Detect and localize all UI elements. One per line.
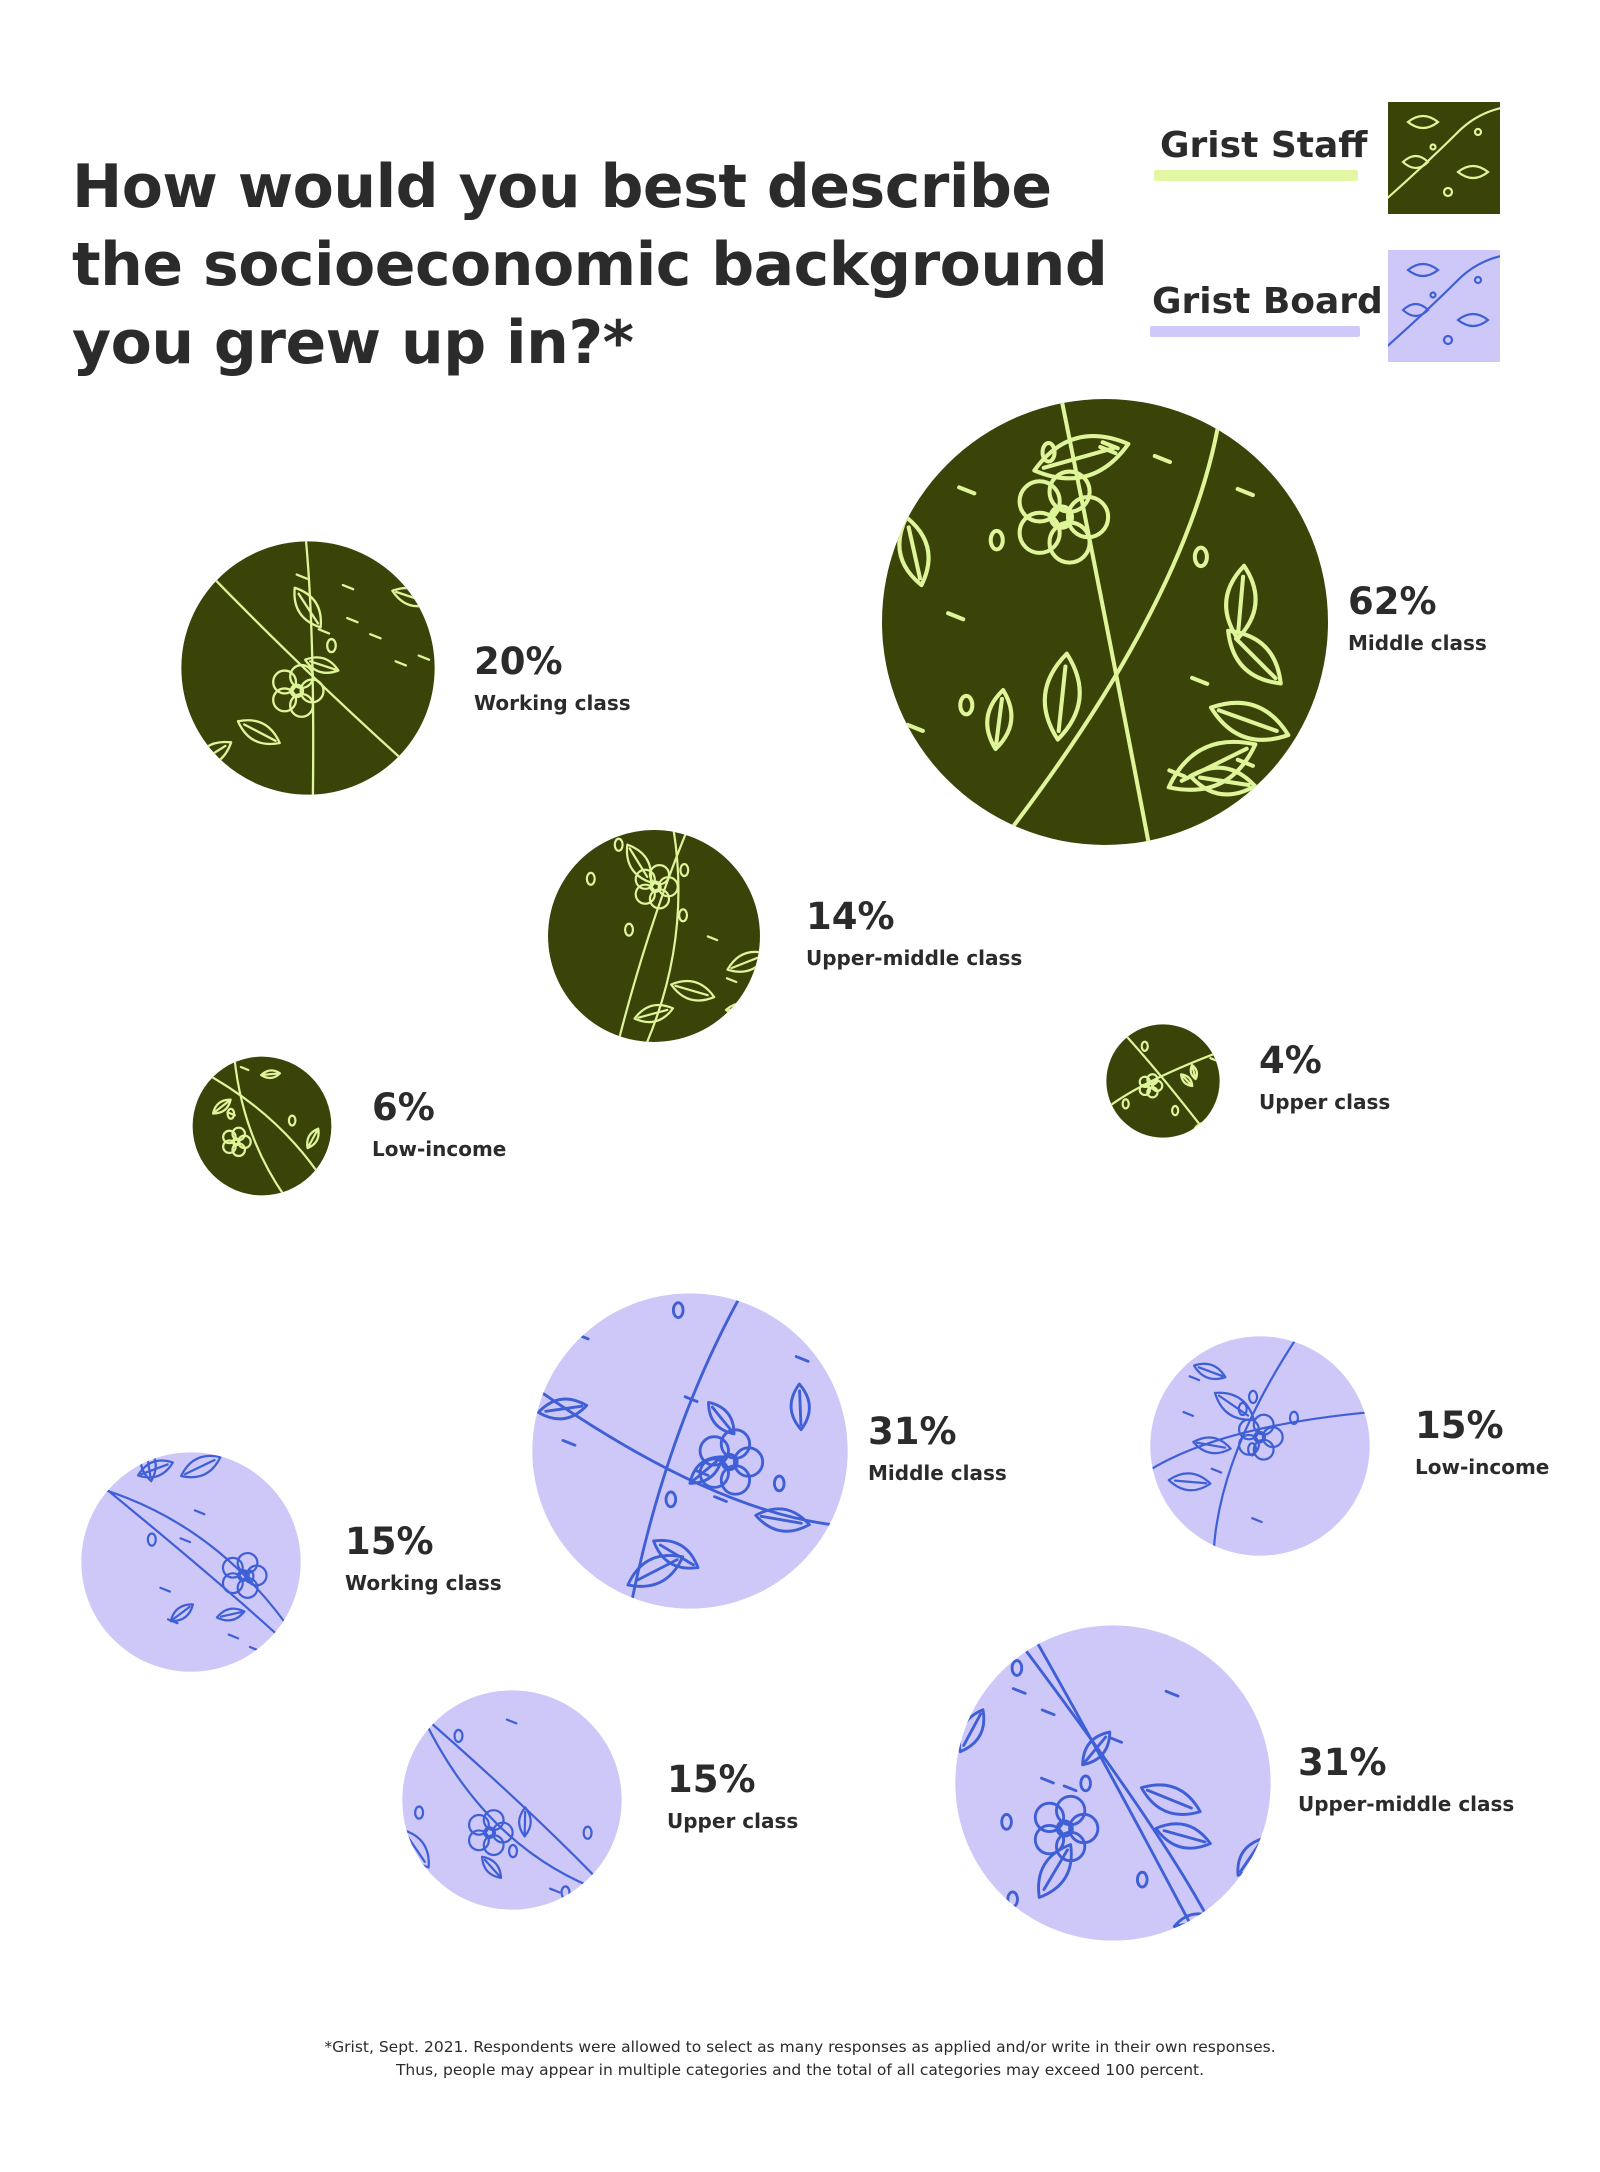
bubble-category-label: Upper class <box>1259 1090 1390 1114</box>
bubble-circle <box>955 1625 1271 1941</box>
bubble-value-label: 31% <box>868 1410 957 1453</box>
title-line: the socioeconomic background <box>72 230 1108 300</box>
bubble-pattern <box>198 1056 326 1196</box>
bubble-category-label: Working class <box>474 691 631 715</box>
bubble-category-label: Low-income <box>1415 1455 1549 1479</box>
legend-board-swatch <box>1388 250 1500 362</box>
board-bubble: 15% Upper class <box>402 1690 798 1910</box>
title-line: How would you best describe <box>72 152 1052 222</box>
bubble-pattern <box>1106 1027 1220 1135</box>
bubble-circle <box>1150 1336 1370 1556</box>
bubble-pattern <box>532 1293 848 1609</box>
staff-bubble: 14% Upper-middle class <box>548 830 1022 1042</box>
footnote-line: *Grist, Sept. 2021. Respondents were all… <box>324 2038 1276 2056</box>
bubble-pattern <box>897 399 1321 845</box>
bubble-chart: 20% Working class 62% Middle class 14% Upper-… <box>81 399 1549 1941</box>
bubble-value-label: 4% <box>1259 1039 1322 1082</box>
footnote-line: Thus, people may appear in multiple cate… <box>395 2061 1205 2079</box>
legend-staff-swatch <box>1388 102 1500 214</box>
bubble-category-label: Middle class <box>868 1461 1007 1485</box>
staff-bubble: 20% Working class <box>181 541 631 795</box>
bubble-pattern <box>83 1452 299 1652</box>
legend-staff-underline <box>1154 170 1358 181</box>
bubble-category-label: Working class <box>345 1571 502 1595</box>
board-bubble: 31% Middle class <box>532 1293 1007 1609</box>
staff-bubble: 6% Low-income <box>192 1056 506 1196</box>
bubble-value-label: 31% <box>1298 1741 1387 1784</box>
bubble-pattern <box>568 830 760 1042</box>
bubble-circle <box>192 1056 332 1196</box>
bubble-value-label: 6% <box>372 1086 435 1129</box>
bubble-category-label: Upper-middle class <box>1298 1792 1514 1816</box>
legend-board-label: Grist Board <box>1152 281 1383 322</box>
bubble-category-label: Low-income <box>372 1137 506 1161</box>
board-bubble: 15% Low-income <box>1150 1336 1549 1556</box>
bubble-circle <box>81 1452 301 1672</box>
bubble-category-label: Upper-middle class <box>806 946 1022 970</box>
staff-bubble: 62% Middle class <box>882 399 1487 845</box>
bubble-value-label: 15% <box>667 1758 756 1801</box>
bubble-value-label: 14% <box>806 895 895 938</box>
bubble-value-label: 15% <box>1415 1404 1504 1447</box>
footnote: *Grist, Sept. 2021. Respondents were all… <box>0 2036 1600 2082</box>
bubble-pattern <box>957 1625 1265 1941</box>
board-bubble: 31% Upper-middle class <box>955 1625 1514 1941</box>
bubble-value-label: 20% <box>474 640 563 683</box>
title-line: you grew up in?* <box>72 308 634 378</box>
bubble-value-label: 62% <box>1348 580 1437 623</box>
legend-staff-label: Grist Staff <box>1160 125 1368 166</box>
bubble-value-label: 15% <box>345 1520 434 1563</box>
bubble-circle <box>532 1293 848 1609</box>
bubble-category-label: Upper class <box>667 1809 798 1833</box>
bubble-circle <box>402 1690 622 1910</box>
staff-bubble: 4% Upper class <box>1106 1024 1390 1138</box>
bubble-circle <box>1106 1024 1220 1138</box>
board-bubble: 15% Working class <box>81 1452 502 1672</box>
page-title: How would you best describe the socioeco… <box>72 148 1108 382</box>
bubble-category-label: Middle class <box>1348 631 1487 655</box>
legend-board-underline <box>1150 326 1360 337</box>
